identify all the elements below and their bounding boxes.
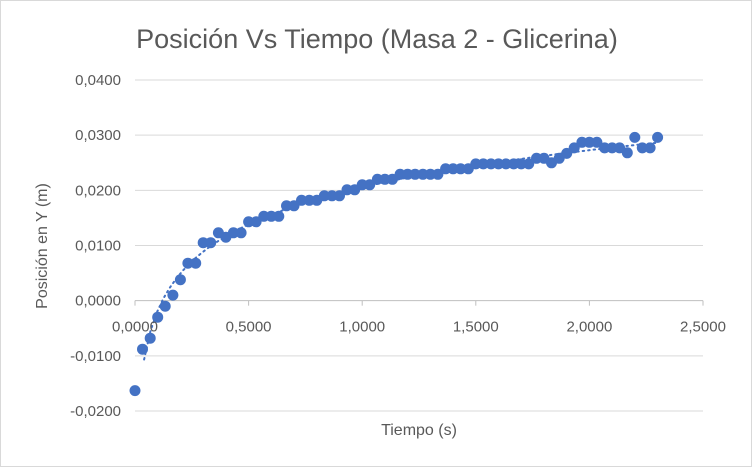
x-tick-label: 0,5000	[226, 319, 272, 336]
x-tick-label: 1,5000	[453, 319, 499, 336]
data-point	[235, 227, 247, 239]
x-tick-label: 2,0000	[566, 319, 612, 336]
data-point	[318, 190, 330, 202]
data-point	[591, 136, 603, 148]
grid-lines	[135, 79, 703, 412]
data-point	[364, 179, 376, 191]
data-point	[409, 168, 421, 180]
data-point	[129, 385, 141, 397]
data-point	[500, 158, 512, 170]
data-point	[477, 158, 489, 170]
y-tick-label: -0,0200	[70, 403, 121, 420]
data-point	[152, 311, 164, 323]
y-tick-label: 0,0100	[75, 238, 121, 255]
data-point	[227, 227, 239, 239]
data-point	[621, 147, 633, 159]
data-point	[523, 158, 535, 170]
data-point	[432, 168, 444, 180]
axes	[134, 300, 704, 306]
data-point	[190, 257, 202, 269]
data-point	[334, 190, 345, 202]
x-tick-label: 0,0000	[112, 319, 158, 336]
chart-title: Posición Vs Tiempo (Masa 2 - Glicerina)	[136, 24, 618, 54]
data-point	[159, 300, 171, 312]
data-point	[296, 194, 307, 206]
data-point	[341, 184, 353, 196]
y-tick-label: 0,0200	[75, 182, 121, 199]
x-tick-label: 2,5000	[680, 319, 726, 336]
y-axis-label: Posición en Y (m)	[34, 183, 51, 309]
y-tick-label: 0,0000	[75, 293, 121, 310]
data-points	[129, 131, 664, 397]
tick-labels: -0,0200 -0,0100 0,0000 0,0100 0,0200 0,0300 0,…	[70, 72, 726, 420]
data-point	[568, 142, 580, 154]
data-point	[137, 343, 148, 355]
y-tick-label: -0,0100	[70, 348, 121, 365]
data-point	[273, 210, 285, 222]
data-point	[144, 332, 156, 344]
y-tick-label: 0,0400	[75, 72, 121, 89]
x-tick-label: 1,0000	[339, 319, 385, 336]
data-point	[250, 216, 262, 228]
data-point	[652, 131, 664, 143]
data-point	[174, 274, 186, 286]
data-point	[636, 142, 648, 154]
data-point	[455, 163, 467, 175]
data-point	[205, 237, 217, 249]
data-point	[644, 142, 656, 154]
data-point	[629, 131, 641, 143]
x-axis-label: Tiempo (s)	[381, 422, 457, 439]
y-tick-label: 0,0300	[75, 127, 121, 144]
data-point	[167, 289, 179, 301]
data-point	[182, 257, 194, 269]
